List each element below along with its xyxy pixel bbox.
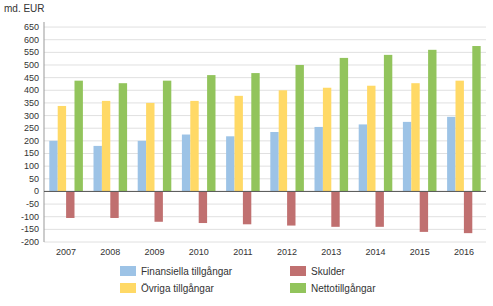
grid-line (44, 242, 486, 243)
x-tick-label: 2014 (365, 247, 385, 257)
grid-line (44, 52, 486, 53)
x-tick-label: 2015 (410, 247, 430, 257)
y-tick-label: -100 (21, 212, 39, 222)
legend-label: Övriga tillgångar (141, 283, 214, 294)
y-tick-label: 300 (24, 111, 39, 121)
x-tick-label: 2009 (144, 247, 164, 257)
bar (74, 81, 82, 192)
bar (464, 191, 472, 233)
bar (403, 122, 411, 192)
legend-swatch (290, 283, 306, 293)
bar (235, 96, 243, 192)
bar (251, 73, 259, 191)
grid-line (44, 39, 486, 40)
y-tick-label: 200 (24, 136, 39, 146)
x-tick-label: 2010 (189, 247, 209, 257)
bar (110, 191, 118, 218)
bar (155, 191, 163, 221)
y-tick-label: 250 (24, 123, 39, 133)
bar (323, 88, 331, 192)
y-tick-label: 650 (24, 22, 39, 32)
y-tick-label: 0 (34, 186, 39, 196)
bar (94, 146, 102, 192)
x-tick-label: 2013 (321, 247, 341, 257)
y-tick-label: 550 (24, 47, 39, 57)
x-tick-label: 2007 (56, 247, 76, 257)
x-tick-label: 2008 (100, 247, 120, 257)
y-axis-label: md. EUR (4, 3, 45, 14)
x-tick-label: 2012 (277, 247, 297, 257)
y-tick-label: 50 (29, 174, 39, 184)
legend: Finansiella tillgångar Övriga tillgångar S… (120, 266, 376, 294)
y-tick-label: 450 (24, 73, 39, 83)
grid-line (44, 64, 486, 65)
bar (287, 191, 295, 225)
bar (359, 124, 367, 191)
bar (367, 86, 375, 192)
bar (102, 101, 110, 192)
bar (138, 141, 146, 192)
bar (163, 81, 171, 192)
bar (190, 101, 198, 192)
y-tick-label: -200 (21, 237, 39, 247)
y-axis-line (44, 22, 45, 242)
y-tick-label: 150 (24, 148, 39, 158)
bar (182, 135, 190, 192)
bar (270, 132, 278, 191)
y-tick-label: 350 (24, 98, 39, 108)
bar (447, 117, 455, 192)
bars (49, 46, 480, 233)
bar (49, 141, 57, 192)
bar (384, 55, 392, 192)
zero-line (44, 191, 486, 192)
bar (58, 106, 66, 191)
grid (44, 27, 486, 242)
x-tick-label: 2011 (233, 247, 252, 257)
legend-label: Finansiella tillgångar (141, 266, 233, 277)
bar (331, 191, 339, 226)
bar (428, 50, 436, 192)
y-tick-label: 600 (24, 35, 39, 45)
y-tick-label: -150 (21, 224, 39, 234)
bar (66, 191, 74, 218)
bar (226, 136, 234, 191)
bar (472, 46, 480, 191)
y-tick-label: 400 (24, 85, 39, 95)
bar (243, 191, 251, 224)
legend-label: Nettotillgångar (311, 283, 376, 294)
bar (411, 83, 419, 191)
bar (146, 103, 154, 192)
bar (315, 127, 323, 191)
bar (340, 58, 348, 192)
bar (295, 65, 303, 191)
y-tick-label: -50 (26, 199, 39, 209)
legend-swatch (120, 266, 136, 276)
legend-swatch (120, 283, 136, 293)
chart-svg: md. EUR -200 -150 -100 -50 0 50 100 150 200 250 300… (0, 0, 493, 306)
bar (119, 83, 127, 191)
grid-line (44, 77, 486, 78)
grid-line (44, 27, 486, 28)
bar (199, 191, 207, 223)
grid-line (44, 191, 486, 192)
x-tick-label: 2016 (454, 247, 474, 257)
legend-swatch (290, 266, 306, 276)
bar (420, 191, 428, 231)
bar (207, 75, 215, 191)
bar (376, 191, 384, 226)
bar (456, 81, 464, 192)
y-tick-label: 100 (24, 161, 39, 171)
legend-label: Skulder (311, 266, 346, 277)
y-tick-label: 500 (24, 60, 39, 70)
chart-container: md. EUR -200 -150 -100 -50 0 50 100 150 200 250 300… (0, 0, 493, 306)
bar (279, 90, 287, 191)
